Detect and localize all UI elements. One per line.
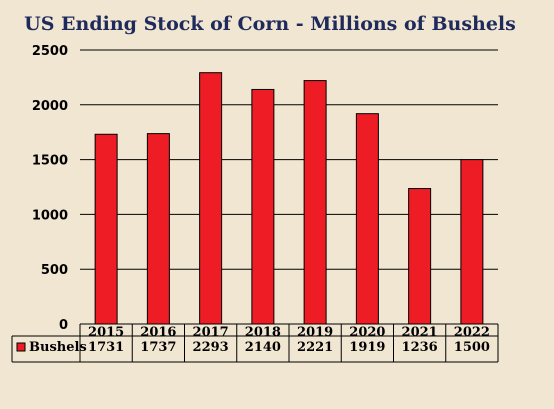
x-tick-label: 2015 <box>88 325 124 340</box>
bar <box>408 188 432 325</box>
y-tick-label: 2000 <box>32 99 68 114</box>
x-tick-label: 2017 <box>193 325 229 340</box>
data-label: 2293 <box>193 340 229 355</box>
legend-swatch <box>16 342 26 352</box>
bar <box>251 88 275 325</box>
x-tick-label: 2021 <box>402 325 438 340</box>
y-axis-ticks: 0 500 1000 1500 2000 2500 <box>32 44 68 333</box>
bar <box>94 133 118 325</box>
y-tick-label: 1000 <box>32 208 68 223</box>
data-label: 2140 <box>245 340 281 355</box>
x-tick-label: 2019 <box>297 325 333 340</box>
legend-label: Bushels <box>29 340 87 355</box>
data-label: 1731 <box>88 340 124 355</box>
bar <box>355 113 379 325</box>
x-tick-label: 2020 <box>349 325 385 340</box>
y-tick-label: 2500 <box>32 44 68 59</box>
y-tick-label: 1500 <box>32 154 68 169</box>
x-tick-label: 2018 <box>245 325 281 340</box>
gridlines <box>80 49 498 270</box>
chart-title: US Ending Stock of Corn - Millions of Bu… <box>24 13 516 35</box>
bar <box>303 80 327 325</box>
bar <box>146 133 170 325</box>
data-label: 1236 <box>402 340 438 355</box>
bar <box>460 159 484 325</box>
x-tick-label: 2016 <box>140 325 176 340</box>
data-label: 1737 <box>140 340 176 355</box>
bars <box>94 72 484 325</box>
data-label: 1500 <box>454 340 490 355</box>
x-tick-label: 2022 <box>454 325 490 340</box>
data-label: 1919 <box>349 340 385 355</box>
y-tick-label: 500 <box>41 263 68 278</box>
bar <box>199 72 223 325</box>
data-label: 2221 <box>297 340 333 355</box>
y-tick-label: 0 <box>59 318 68 333</box>
